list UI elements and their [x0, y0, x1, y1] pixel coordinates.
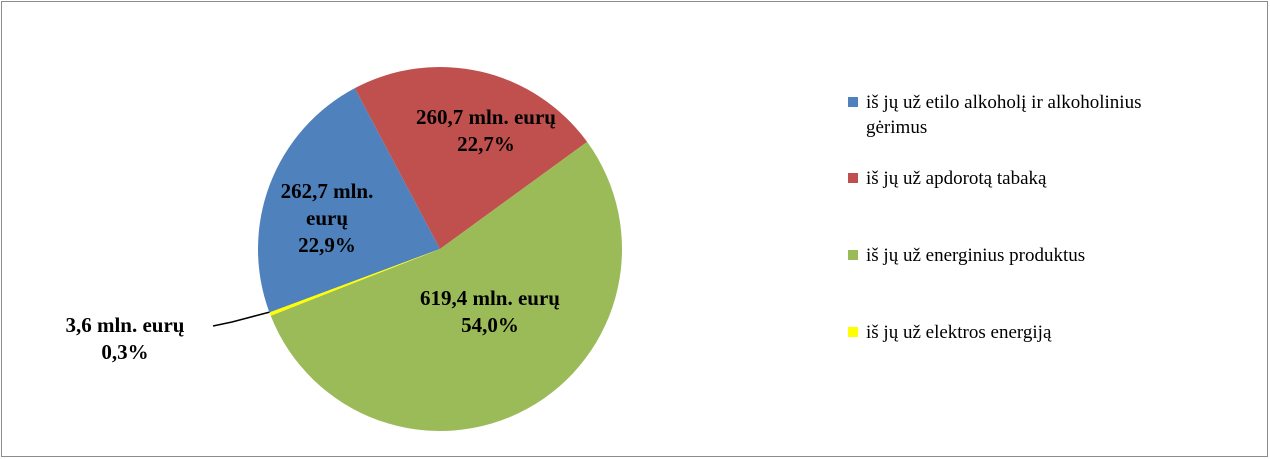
legend-item: iš jų už apdorotą tabaką	[848, 166, 1196, 191]
value-label: 619,4 mln. eurų	[419, 286, 560, 310]
value-label: 260,7 mln. eurų	[415, 105, 556, 129]
pie-slice	[354, 66, 588, 249]
legend-item: iš jų už energinius produktus	[848, 243, 1196, 268]
legend-item: iš jų už etilo alkoholį ir alkoholinius …	[848, 90, 1196, 140]
legend-swatch	[848, 173, 858, 183]
legend-label: iš jų už elektros energiją	[866, 322, 1052, 343]
pie-slice	[258, 88, 440, 313]
legend-label: iš jų už energinius produktus	[866, 245, 1086, 266]
legend-swatch	[848, 97, 858, 107]
pie-slice	[269, 249, 440, 316]
legend-swatch	[848, 327, 858, 337]
data-label: 3,6 mln. eurų 0,3%	[40, 312, 210, 366]
percent-label: 22,7%	[457, 132, 515, 156]
pie-slice	[270, 141, 622, 432]
value-label: 262,7 mln. eurų	[280, 179, 374, 230]
legend-item: iš jų už elektros energiją	[848, 320, 1196, 345]
leader-line	[212, 311, 271, 327]
legend-label: iš jų už etilo alkoholį ir alkoholinius …	[866, 92, 1142, 138]
data-label: 619,4 mln. eurų 54,0%	[370, 285, 610, 339]
percent-label: 22,9%	[298, 233, 356, 257]
data-label: 260,7 mln. eurų 22,7%	[366, 104, 606, 158]
legend-label: iš jų už apdorotą tabaką	[866, 168, 1047, 189]
data-label: 262,7 mln. eurų 22,9%	[262, 178, 392, 259]
percent-label: 0,3%	[101, 340, 149, 364]
percent-label: 54,0%	[461, 313, 519, 337]
value-label: 3,6 mln. eurų	[65, 313, 185, 337]
legend-swatch	[848, 250, 858, 260]
